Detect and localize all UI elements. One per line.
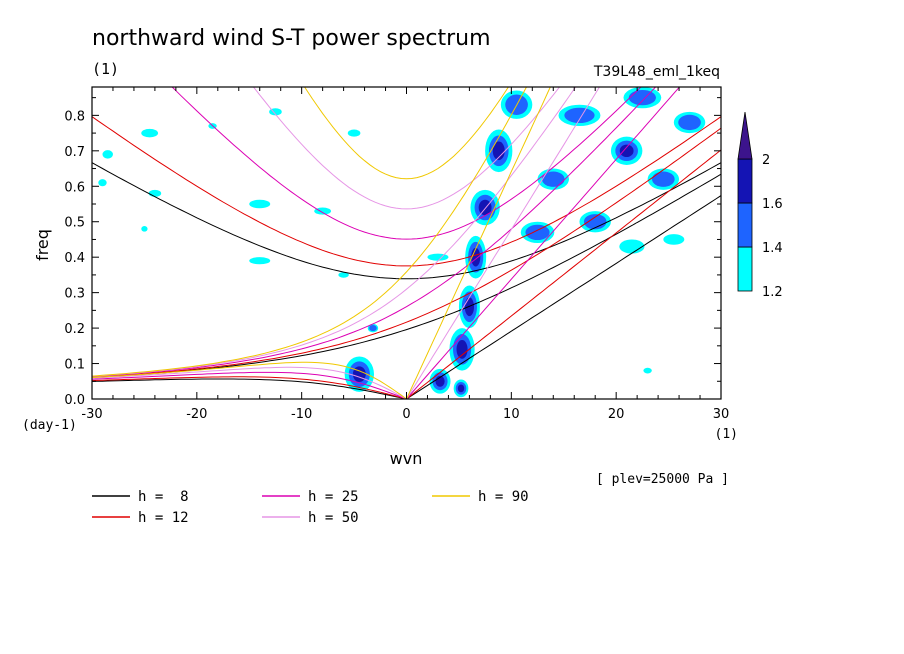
legend-label-h12: h = 12 bbox=[138, 510, 189, 526]
legend-label-h50: h = 50 bbox=[308, 510, 359, 526]
chart-subtitle: (1) bbox=[92, 60, 119, 78]
y-tick-label: 0.3 bbox=[64, 287, 85, 302]
curve-inertia-gravity-h25 bbox=[171, 87, 642, 240]
power-blob-32-level-0 bbox=[338, 272, 349, 278]
y-tick-label: 0.1 bbox=[64, 358, 85, 373]
legend-label-h25: h = 25 bbox=[308, 489, 359, 505]
power-blob-21-level-0 bbox=[141, 128, 159, 138]
x-tick-label: 10 bbox=[503, 407, 520, 422]
legend-label-h8: h = 8 bbox=[138, 489, 189, 505]
curve-kelvin-h90 bbox=[406, 87, 551, 399]
legend-label-h90: h = 90 bbox=[478, 489, 529, 505]
pressure-level-label: [ plev=25000 Pa ] bbox=[596, 472, 729, 487]
run-label: T39L48_eml_1keq bbox=[593, 64, 720, 80]
y-tick-label: 0.8 bbox=[64, 109, 85, 124]
curve-mrg-h8 bbox=[92, 173, 721, 379]
power-blob-26-level-0 bbox=[249, 257, 271, 265]
power-blob-33-level-0 bbox=[643, 367, 652, 374]
power-blob-12-level-1 bbox=[564, 107, 595, 124]
y-tick-label: 0.5 bbox=[64, 216, 85, 231]
power-blob-1-level-1 bbox=[369, 325, 377, 332]
colorbar-label: 2 bbox=[762, 153, 770, 168]
y-tick-label: 0.4 bbox=[64, 251, 85, 266]
y-unit-label: (day-1) bbox=[22, 418, 77, 433]
power-blob-28-level-0 bbox=[141, 225, 148, 232]
power-blob-15-level-1 bbox=[628, 89, 656, 106]
power-blob-20-level-0 bbox=[102, 150, 113, 159]
x-tick-label: -30 bbox=[81, 407, 102, 422]
power-blob-7-level-2 bbox=[478, 199, 492, 216]
x-tick-label: -10 bbox=[291, 407, 312, 422]
power-blob-25-level-0 bbox=[427, 253, 449, 261]
power-blob-30-level-0 bbox=[347, 129, 361, 137]
x-tick-label: 0 bbox=[402, 407, 410, 422]
power-blob-19-level-0 bbox=[663, 234, 685, 245]
curve-inertia-gravity-h90 bbox=[304, 87, 509, 180]
power-blob-17-level-1 bbox=[678, 114, 701, 131]
axis-ticks: -30 -20 -10 0 10 20 30 0.0 0.1 0.2 0.3 0.4 0.5 0.6 0.7… bbox=[64, 87, 729, 422]
x-axis-label: wvn bbox=[390, 449, 423, 468]
curve-inertia-gravity-h8 bbox=[92, 162, 721, 280]
power-blob-0-level-2 bbox=[352, 366, 366, 382]
curve-rossby-h90 bbox=[92, 361, 407, 399]
curve-inertia-gravity-h50 bbox=[252, 87, 561, 210]
curve-legend: h = 8 h = 12 h = 25 h = 50 h = 90 bbox=[92, 489, 529, 526]
curve-kelvin-h8 bbox=[406, 195, 721, 399]
x-tick-label: 20 bbox=[608, 407, 625, 422]
colorbar-top-triangle bbox=[737, 111, 753, 160]
power-blob-24-level-0 bbox=[314, 207, 332, 215]
power-blob-18-level-0 bbox=[619, 239, 645, 254]
y-axis-label: freq bbox=[33, 229, 52, 261]
x-unit-label: (1) bbox=[715, 427, 738, 442]
colorbar-segment-0 bbox=[737, 246, 753, 292]
power-blob-11-level-1 bbox=[541, 171, 565, 187]
y-tick-label: 0.6 bbox=[64, 180, 85, 195]
colorbar-segment-1 bbox=[737, 202, 753, 248]
y-tick-label: 0.0 bbox=[64, 393, 85, 408]
curve-mrg-h12 bbox=[92, 127, 721, 378]
colorbar-segment-2 bbox=[737, 158, 753, 204]
y-tick-label: 0.2 bbox=[64, 322, 85, 337]
curve-kelvin-h25 bbox=[406, 87, 681, 399]
curve-rossby-h8 bbox=[92, 378, 407, 399]
power-blob-22-level-0 bbox=[148, 189, 162, 197]
power-contours bbox=[98, 87, 706, 398]
colorbar-label: 1.2 bbox=[762, 285, 783, 300]
curve-rossby-h25 bbox=[92, 371, 407, 399]
power-blob-16-level-1 bbox=[652, 171, 675, 187]
power-blob-4-level-2 bbox=[456, 340, 468, 359]
power-blob-6-level-2 bbox=[471, 247, 481, 267]
power-blob-13-level-1 bbox=[583, 214, 607, 230]
x-tick-label: -20 bbox=[186, 407, 207, 422]
curve-mrg-h50 bbox=[92, 87, 577, 377]
curve-rossby-h12 bbox=[92, 376, 407, 399]
power-blob-23-level-0 bbox=[249, 199, 271, 209]
x-tick-label: 30 bbox=[713, 407, 730, 422]
curve-kelvin-h12 bbox=[406, 149, 721, 399]
power-blob-8-level-2 bbox=[492, 141, 505, 161]
curve-mrg-h25 bbox=[92, 87, 657, 378]
curve-kelvin-h50 bbox=[406, 87, 601, 399]
colorbar: 1.2 1.4 1.6 2 bbox=[737, 111, 783, 300]
curve-mrg-h90 bbox=[92, 87, 528, 377]
power-blob-10-level-1 bbox=[525, 224, 550, 241]
colorbar-label: 1.4 bbox=[762, 241, 783, 256]
power-blob-14-level-2 bbox=[619, 144, 634, 158]
y-tick-label: 0.7 bbox=[64, 145, 85, 160]
power-blob-3-level-2 bbox=[457, 384, 465, 393]
curve-inertia-gravity-h12 bbox=[92, 116, 721, 267]
chart-title: northward wind S-T power spectrum bbox=[92, 26, 491, 51]
curve-rossby-h50 bbox=[92, 366, 407, 399]
colorbar-label: 1.6 bbox=[762, 197, 783, 212]
dispersion-curves bbox=[92, 87, 721, 399]
power-blob-27-level-0 bbox=[98, 179, 107, 187]
